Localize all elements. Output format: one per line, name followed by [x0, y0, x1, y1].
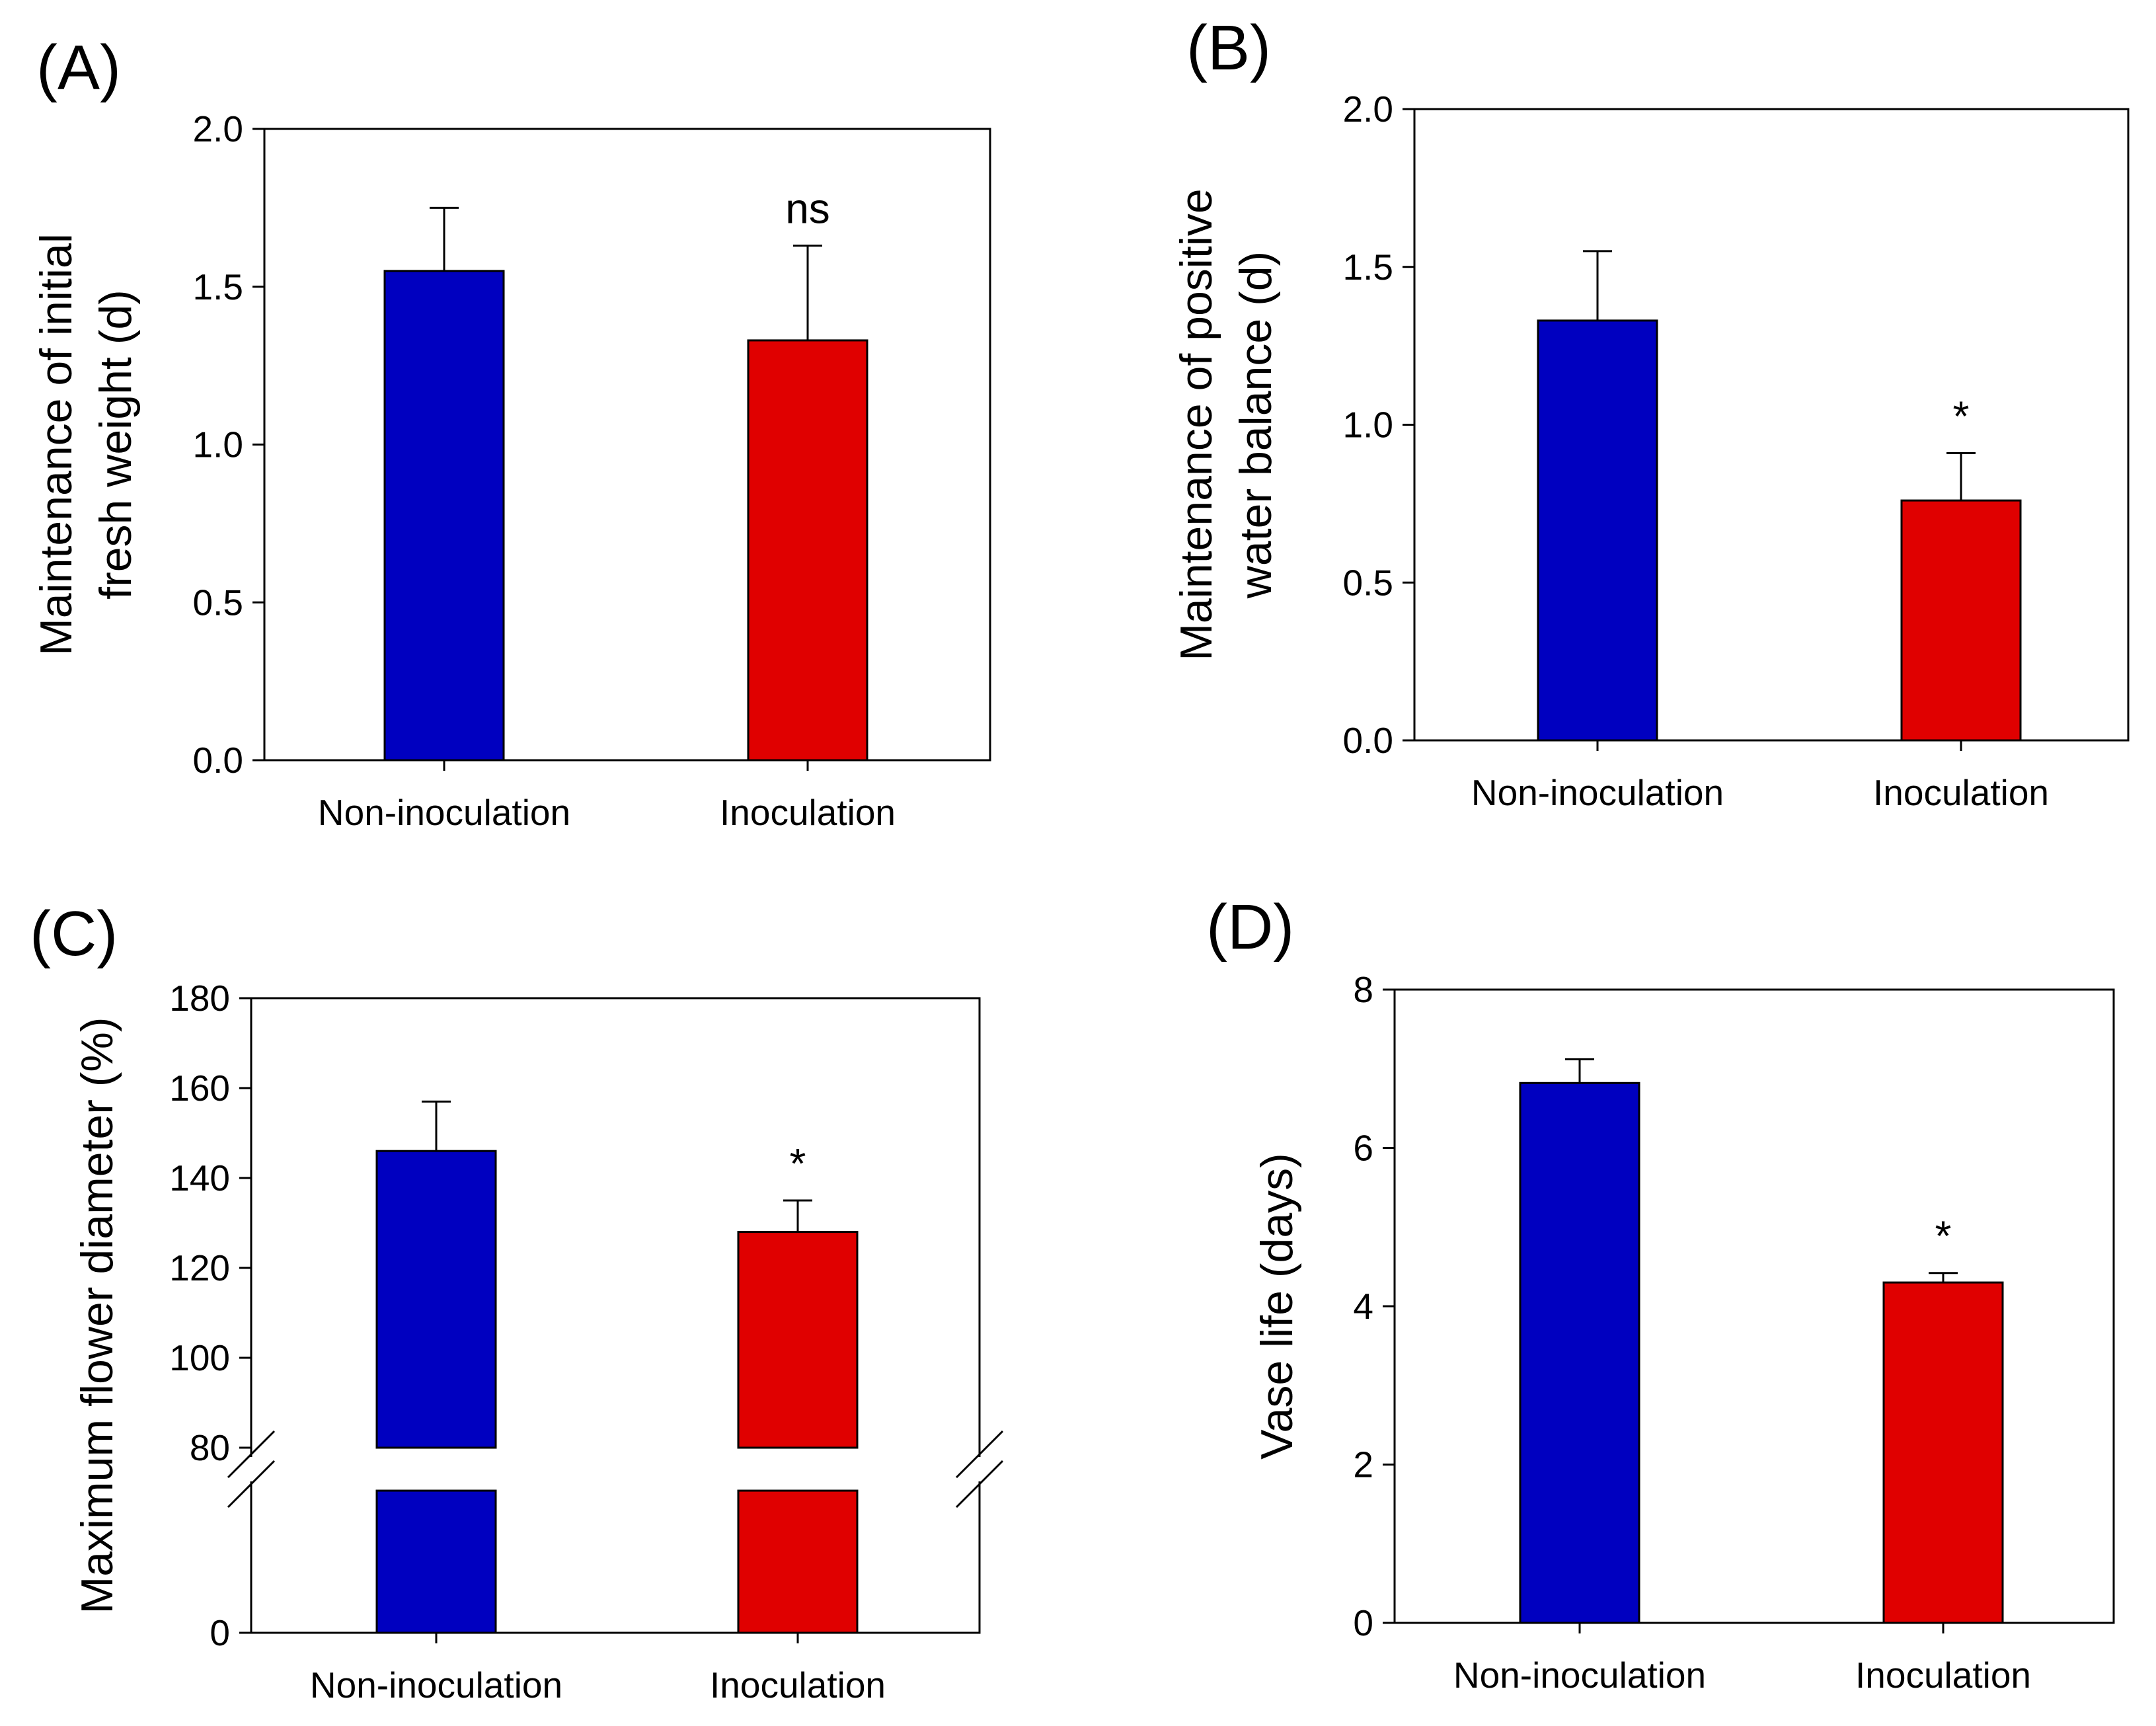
- bar-lower-segment: [737, 1489, 859, 1634]
- panel-label: (C): [30, 898, 118, 969]
- bar: [383, 270, 505, 762]
- panel-0: (A) 0.0 0.5 1.0 1.5 2.0 Non-inoculation Inocula…: [31, 32, 991, 833]
- y-tick-label: 2: [1353, 1444, 1373, 1485]
- bar: [1882, 1281, 2004, 1624]
- y-tick-label: 180: [169, 978, 230, 1019]
- plot-frame: [250, 997, 981, 1634]
- y-tick-label: 2.0: [193, 108, 243, 149]
- x-tick-label: Non-inoculation: [1453, 1655, 1706, 1696]
- bar: [375, 1150, 497, 1449]
- axis-break-gap: [249, 1457, 254, 1481]
- y-axis-label: Vase life (days): [1252, 1153, 1302, 1460]
- bar: [737, 1231, 859, 1449]
- y-axis-label: Maintenance of positive: [1171, 188, 1221, 660]
- y-tick-label: 8: [1353, 969, 1373, 1010]
- y-tick-label: 0.0: [193, 740, 243, 781]
- x-tick-label: Inoculation: [710, 1665, 886, 1706]
- y-tick-label: 1.0: [1343, 405, 1393, 446]
- bar: [1537, 319, 1658, 742]
- panel-label: (B): [1186, 13, 1271, 83]
- axis-break-mark: [227, 1460, 276, 1509]
- y-tick-label: 160: [169, 1068, 230, 1109]
- y-tick-label: 1.0: [193, 424, 243, 465]
- bar: [1900, 499, 2022, 742]
- y-axis-label: water balance (d): [1231, 251, 1281, 599]
- y-tick-label: 0.5: [193, 582, 243, 623]
- y-tick-label: 0.0: [1343, 720, 1393, 761]
- x-tick-label: Non-inoculation: [1471, 772, 1724, 813]
- x-tick-label: Inoculation: [1873, 772, 2049, 813]
- x-tick-label: Inoculation: [720, 792, 896, 833]
- y-tick-label: 1.5: [193, 266, 243, 307]
- bar: [747, 339, 868, 762]
- y-tick-label: 0: [1353, 1602, 1373, 1643]
- y-tick-label: 2.0: [1343, 89, 1393, 130]
- y-tick-label: 100: [169, 1337, 230, 1378]
- panel-1: (B) 0.0 0.5 1.0 1.5 2.0 Non-inoculation Inocula…: [1171, 13, 2130, 813]
- x-tick-label: Non-inoculation: [318, 792, 570, 833]
- significance-annotation: *: [790, 1140, 806, 1187]
- significance-annotation: *: [1935, 1212, 1952, 1260]
- y-axis-label: Maximum flower diameter (%): [72, 1017, 122, 1614]
- y-tick-label: 140: [169, 1157, 230, 1198]
- y-tick-label: 0.5: [1343, 562, 1393, 603]
- bar: [1519, 1081, 1640, 1624]
- panel-3: (D) 0 2 4 6 8 Non-inoculation Inoculation * Vase …: [1206, 892, 2115, 1696]
- y-axis-label: Maintenance of initial: [31, 233, 81, 656]
- bar-lower-segment: [375, 1489, 497, 1634]
- panel-label: (D): [1206, 892, 1294, 962]
- y-tick-label: 1.5: [1343, 247, 1393, 288]
- y-axis-label: fresh weight (d): [91, 290, 141, 600]
- y-tick-label: 120: [169, 1247, 230, 1288]
- significance-annotation: *: [1953, 392, 1970, 440]
- axis-break-mark: [227, 1430, 276, 1479]
- y-tick-label: 0: [210, 1612, 230, 1653]
- panel-label: (A): [36, 32, 121, 103]
- axis-break-mark: [955, 1460, 1004, 1509]
- y-tick-label: 6: [1353, 1128, 1373, 1169]
- plot-frame: [263, 128, 991, 762]
- y-tick-label: 4: [1353, 1286, 1373, 1327]
- panel-2: (C) 0 80 100 120 140 160 180 Non-inoculation Inoc…: [30, 898, 1004, 1706]
- y-tick-label: 80: [190, 1427, 230, 1468]
- significance-annotation: ns: [785, 185, 830, 233]
- axis-break-gap: [977, 1457, 982, 1481]
- plot-frame: [1393, 988, 2115, 1624]
- x-tick-label: Inoculation: [1855, 1655, 2031, 1696]
- axis-break-mark: [955, 1430, 1004, 1479]
- x-tick-label: Non-inoculation: [310, 1665, 562, 1706]
